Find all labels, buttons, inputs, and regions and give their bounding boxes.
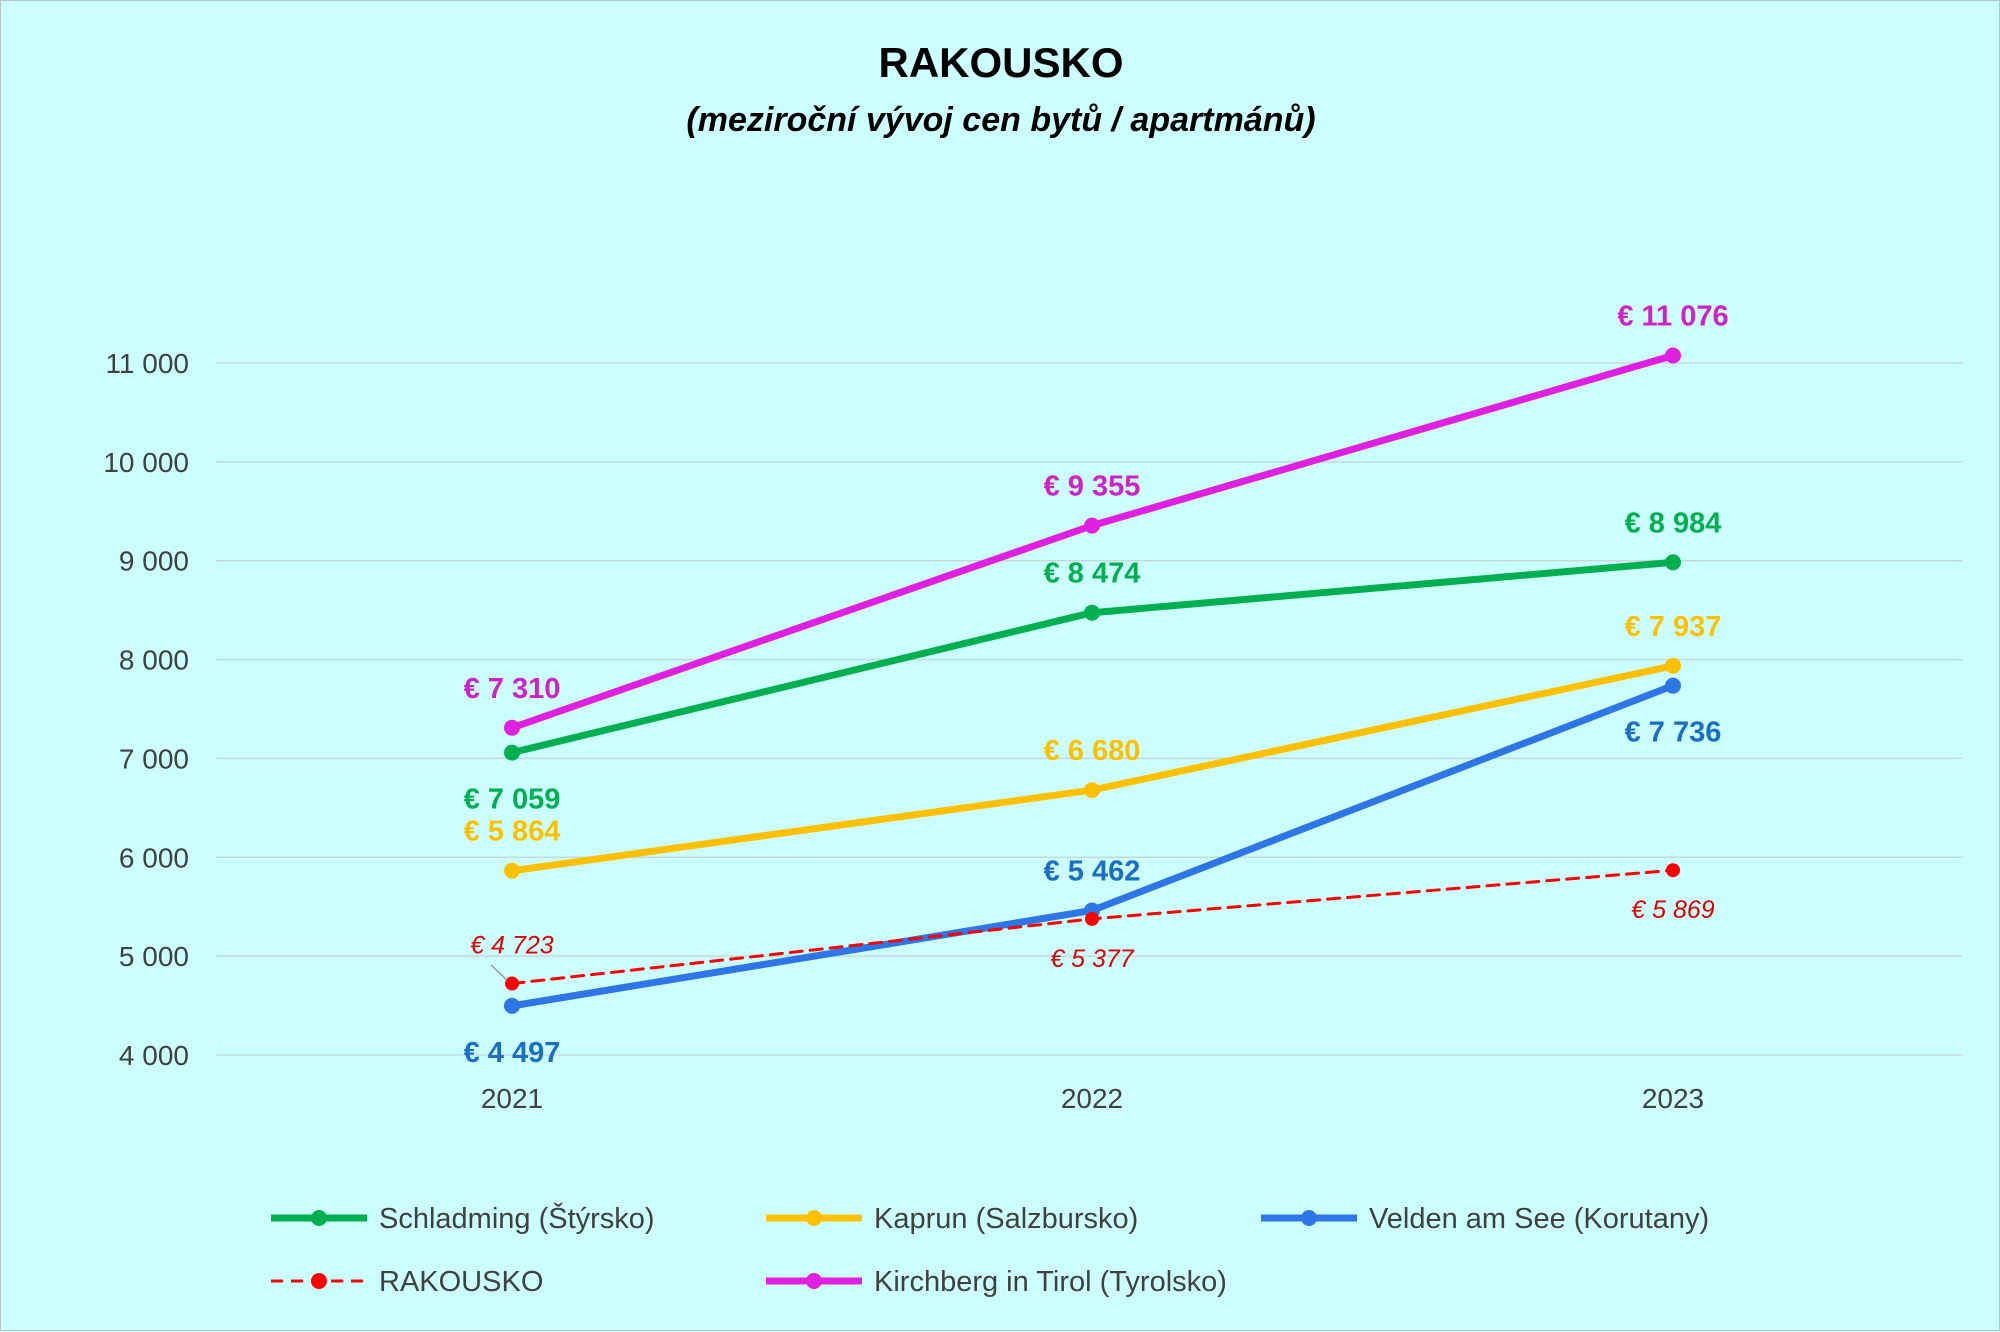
data-point bbox=[504, 997, 520, 1014]
data-label: € 7 736 bbox=[1625, 717, 1722, 749]
y-tick-label: 4 000 bbox=[119, 1040, 189, 1071]
legend-label: Kirchberg in Tirol (Tyrolsko) bbox=[874, 1266, 1227, 1298]
legend-label: Velden am See (Korutany) bbox=[1369, 1203, 1709, 1235]
axis-labels: 4 000 5 000 6 000 7 000 8 000 9 000 10 000 11 0… bbox=[103, 348, 1704, 1114]
legend-label: RAKOUSKO bbox=[379, 1266, 543, 1298]
data-labels: € 7 059 € 8 474 € 8 984 € 5 864 € 6 680 € 7 9… bbox=[464, 300, 1729, 1068]
legend-swatch-marker bbox=[311, 1273, 327, 1289]
data-point bbox=[504, 862, 520, 879]
data-label: € 4 723 bbox=[470, 932, 554, 960]
legend-swatch-marker bbox=[1301, 1210, 1317, 1226]
series-line bbox=[508, 558, 1677, 757]
data-point bbox=[505, 976, 519, 991]
data-label: € 5 869 bbox=[1631, 896, 1715, 924]
x-tick-label: 2021 bbox=[481, 1083, 543, 1114]
data-label: € 8 474 bbox=[1044, 558, 1141, 590]
data-label: € 4 497 bbox=[464, 1037, 561, 1069]
data-point bbox=[1085, 911, 1099, 926]
y-tick-label: 7 000 bbox=[119, 743, 189, 774]
data-point bbox=[504, 719, 520, 736]
y-tick-label: 5 000 bbox=[119, 941, 189, 972]
legend-swatch-marker bbox=[806, 1210, 822, 1226]
data-point bbox=[1665, 657, 1681, 674]
legend-swatch-marker bbox=[311, 1210, 327, 1226]
y-tick-label: 9 000 bbox=[119, 546, 189, 577]
data-label: € 9 355 bbox=[1044, 471, 1141, 503]
data-label: € 7 310 bbox=[464, 673, 561, 705]
chart-title: RAKOUSKO bbox=[878, 39, 1123, 86]
label-leader-line bbox=[490, 964, 508, 981]
data-label: € 5 377 bbox=[1050, 945, 1135, 973]
legend-swatch-marker bbox=[806, 1273, 822, 1289]
x-tick-label: 2022 bbox=[1061, 1083, 1123, 1114]
data-point bbox=[1665, 554, 1681, 571]
legend: Schladming (Štýrsko) Kaprun (Salzbursko) V… bbox=[271, 1201, 1709, 1298]
data-label: € 7 937 bbox=[1625, 611, 1722, 643]
data-label: € 5 864 bbox=[464, 816, 561, 848]
data-point bbox=[1665, 677, 1681, 694]
data-label: € 8 984 bbox=[1625, 507, 1722, 539]
x-tick-label: 2023 bbox=[1642, 1083, 1704, 1114]
data-point bbox=[1084, 782, 1100, 799]
y-tick-label: 11 000 bbox=[105, 348, 189, 379]
series-lines bbox=[504, 347, 1681, 1014]
data-label: € 11 076 bbox=[1617, 300, 1728, 332]
legend-label: Kaprun (Salzbursko) bbox=[874, 1203, 1138, 1235]
series-line bbox=[508, 662, 1677, 875]
data-label: € 6 680 bbox=[1044, 735, 1141, 767]
y-tick-label: 8 000 bbox=[119, 645, 189, 676]
data-label: € 7 059 bbox=[464, 784, 561, 816]
data-label: € 5 462 bbox=[1044, 855, 1141, 887]
data-point bbox=[1665, 347, 1681, 364]
chart-subtitle: (meziroční vývoj cen bytů / apartmánů) bbox=[686, 101, 1315, 139]
data-point bbox=[1666, 863, 1680, 878]
data-point bbox=[1084, 604, 1100, 621]
y-tick-label: 10 000 bbox=[103, 447, 189, 478]
y-tick-label: 6 000 bbox=[119, 842, 189, 873]
data-point bbox=[1084, 517, 1100, 534]
series-line bbox=[508, 351, 1677, 732]
data-point bbox=[504, 744, 520, 761]
legend-label: Schladming (Štýrsko) bbox=[379, 1201, 655, 1235]
